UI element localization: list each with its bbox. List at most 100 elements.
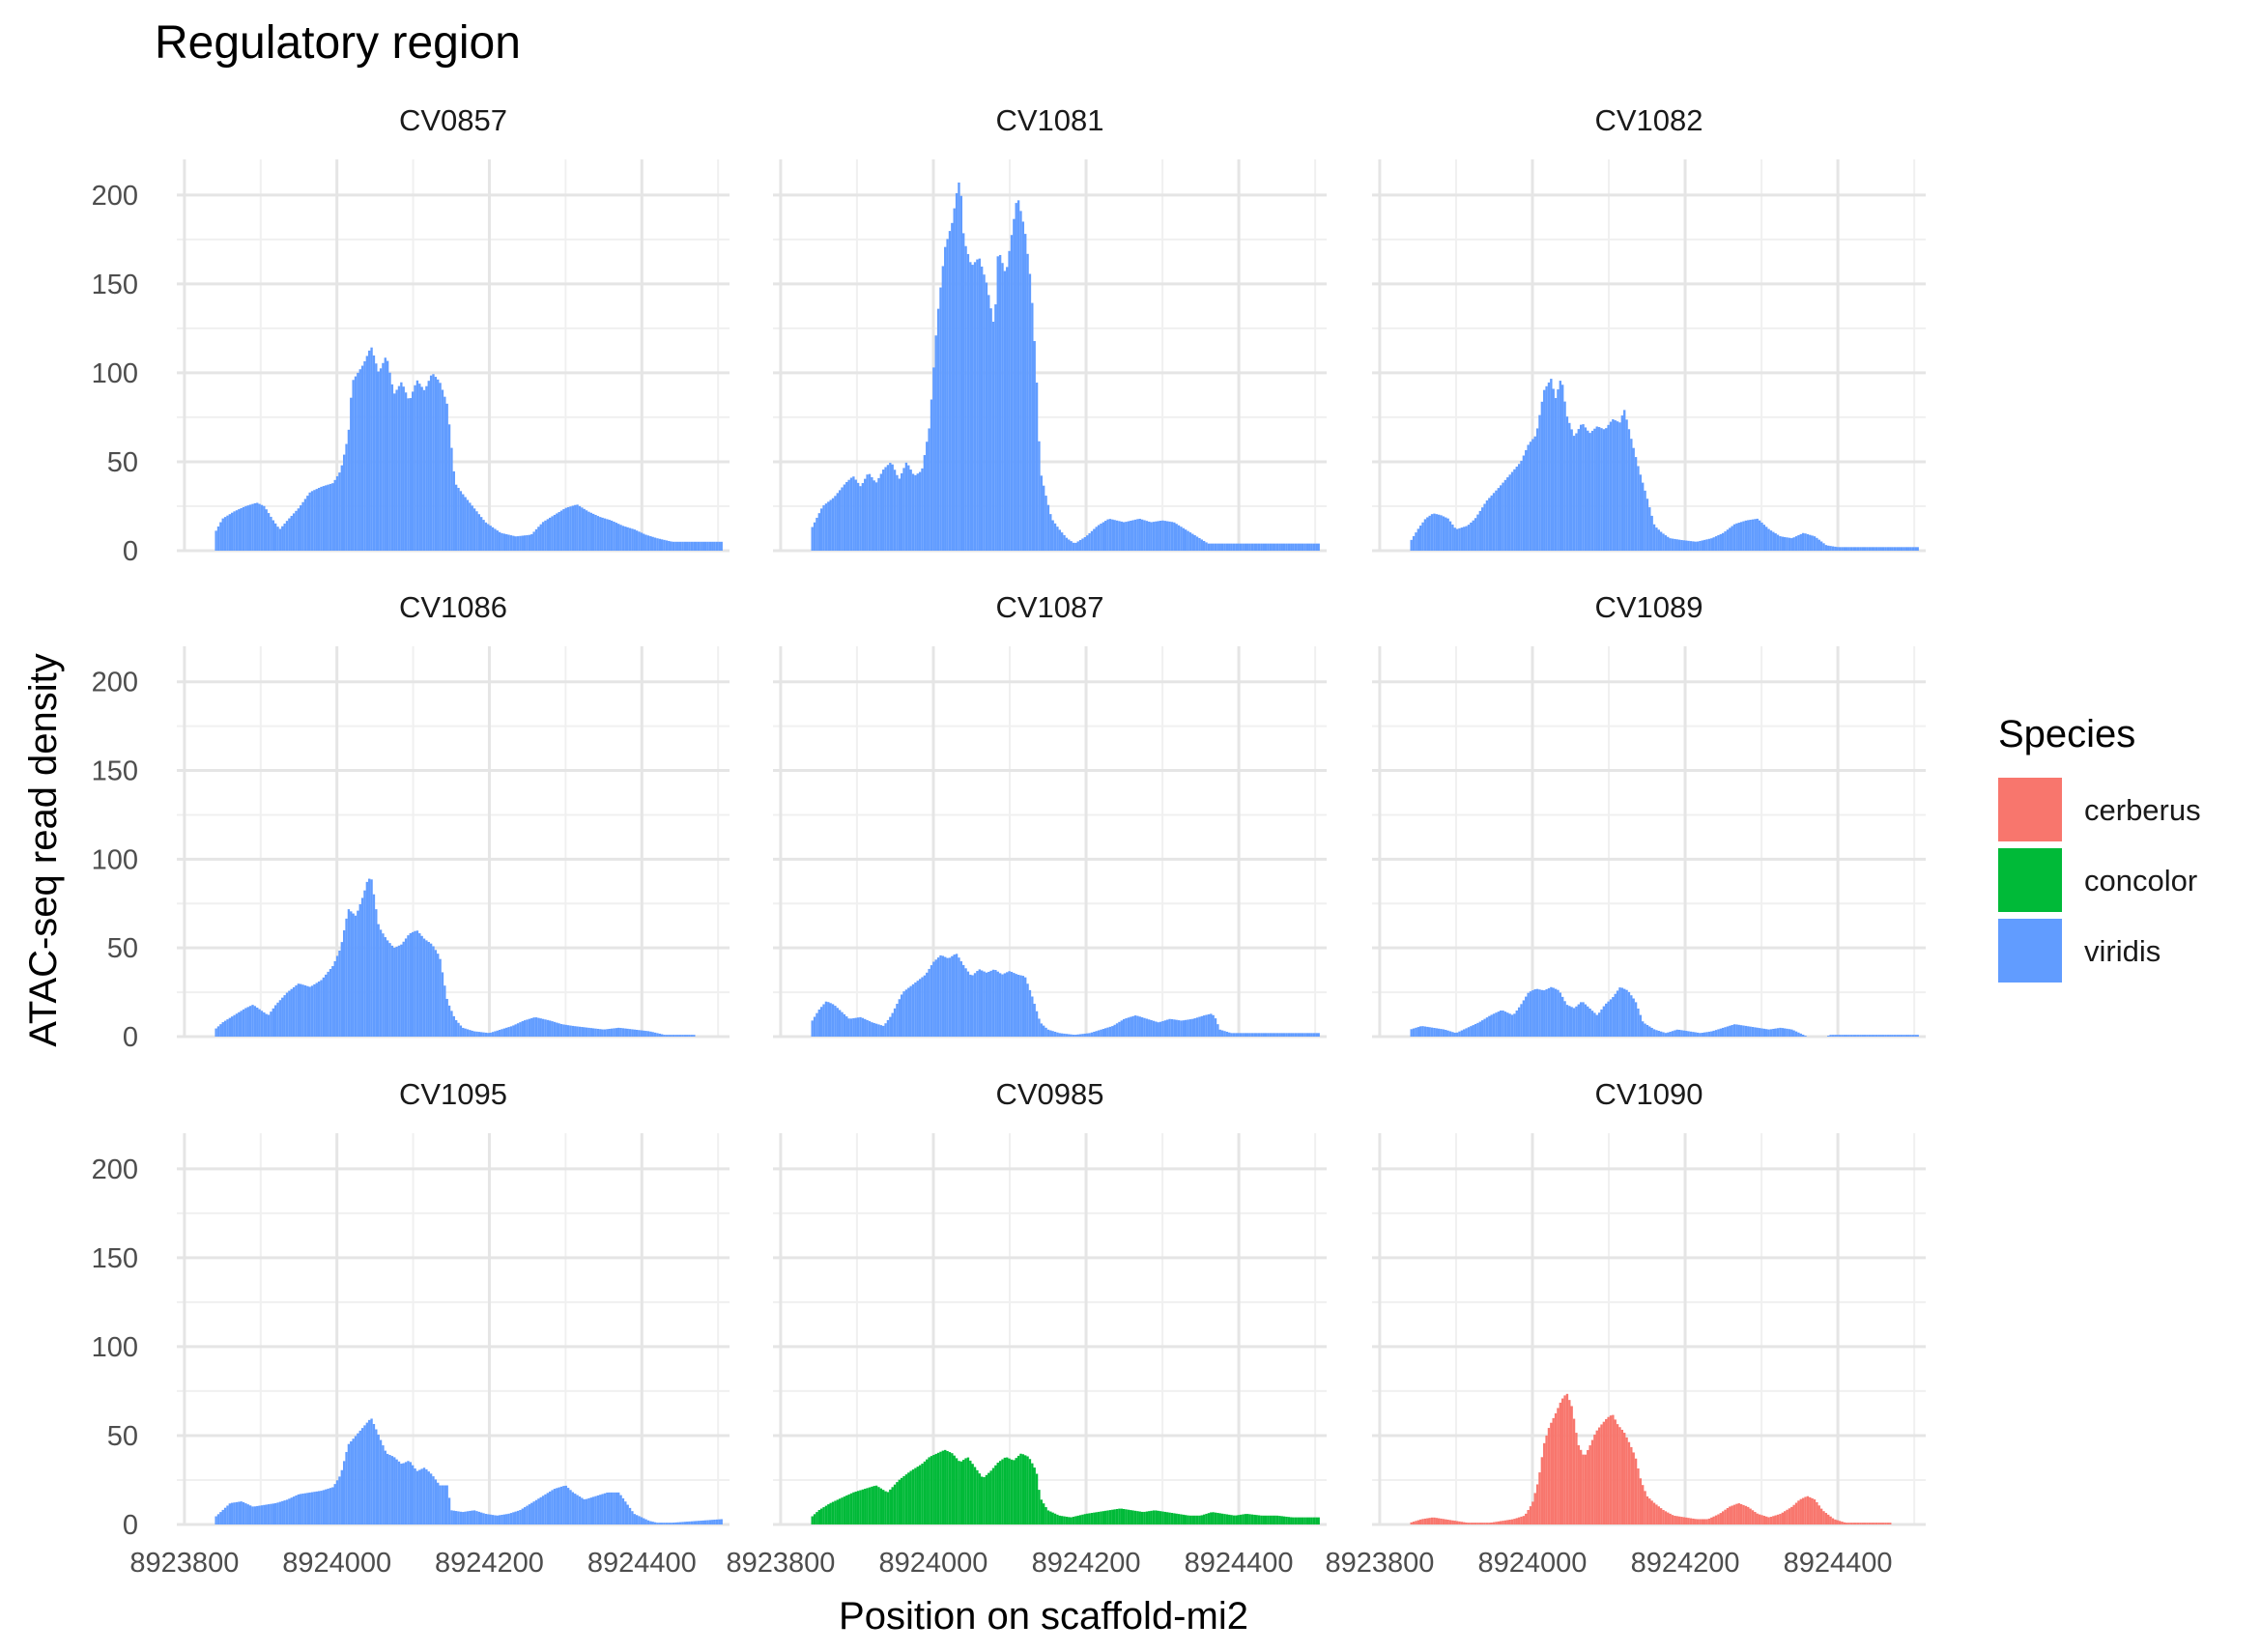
density-bar <box>352 380 355 551</box>
density-bar <box>923 1461 927 1524</box>
density-bar <box>1838 1521 1842 1524</box>
density-bar <box>1412 535 1416 551</box>
density-bar <box>1577 429 1580 551</box>
density-bar <box>462 1512 465 1524</box>
density-bar <box>1115 1508 1119 1524</box>
density-bar <box>475 1031 478 1037</box>
density-bar <box>1614 1419 1617 1524</box>
x-tick-label: 8923800 <box>1325 1548 1434 1579</box>
density-bar <box>1547 987 1551 1037</box>
density-bar <box>1607 424 1610 551</box>
density-bar <box>273 523 277 551</box>
density-bar <box>1559 381 1562 551</box>
density-bar <box>1076 1034 1079 1037</box>
density-bar <box>1907 1035 1910 1037</box>
facet-label: CV0985 <box>995 1077 1103 1111</box>
density-bar <box>1467 525 1471 551</box>
density-bar <box>551 1021 554 1037</box>
density-bar <box>553 1021 557 1037</box>
density-bar <box>1797 534 1800 551</box>
density-bar <box>322 1490 326 1524</box>
density-bar <box>1076 541 1079 551</box>
density-bar <box>1207 543 1211 551</box>
density-bar <box>1451 1520 1454 1524</box>
density-bar <box>368 878 371 1037</box>
density-bar <box>1472 520 1474 551</box>
density-bar <box>1474 1023 1477 1037</box>
density-bar <box>223 1507 227 1524</box>
density-bar <box>1760 1515 1763 1524</box>
density-bar <box>1667 1032 1670 1037</box>
density-bar <box>1244 1033 1247 1037</box>
density-bar <box>1843 1035 1846 1037</box>
density-bar <box>512 535 515 551</box>
density-bar <box>1533 436 1536 551</box>
density-bar <box>1616 421 1619 551</box>
density-bar <box>437 954 440 1037</box>
density-bar <box>911 983 915 1037</box>
density-bar <box>1239 1514 1243 1524</box>
density-bar <box>838 1010 842 1037</box>
density-bar <box>521 535 524 551</box>
density-bar <box>898 999 901 1037</box>
density-bar <box>868 473 872 551</box>
density-bar <box>813 1016 816 1037</box>
density-bar <box>480 1032 483 1037</box>
density-bar <box>1703 539 1706 551</box>
density-bar <box>1248 1033 1251 1037</box>
density-bar <box>998 254 1002 551</box>
density-bar <box>1437 1518 1441 1524</box>
density-bar <box>1045 1507 1047 1524</box>
density-bar <box>1916 547 1919 551</box>
density-bar <box>1127 1509 1130 1524</box>
density-bar <box>980 1476 984 1524</box>
density-bar <box>583 1027 586 1037</box>
density-bar <box>1232 1033 1236 1037</box>
density-bar <box>379 368 383 551</box>
density-bar <box>1829 1516 1832 1524</box>
density-bar <box>370 347 373 551</box>
density-bar <box>884 1491 887 1524</box>
density-bar <box>1177 1514 1181 1524</box>
density-bar <box>829 1502 832 1524</box>
x-tick-label: 8924000 <box>879 1548 988 1579</box>
density-bar <box>585 1027 588 1037</box>
density-bar <box>1662 533 1665 551</box>
density-bar <box>1127 521 1130 551</box>
density-bar <box>1053 1031 1057 1037</box>
density-bar <box>1531 990 1534 1037</box>
density-bar <box>566 506 570 551</box>
density-bar <box>1120 521 1123 551</box>
density-bar <box>1150 1019 1153 1037</box>
density-bar <box>1312 543 1316 551</box>
density-bar <box>994 970 997 1037</box>
density-bar <box>494 1031 497 1037</box>
density-bar <box>1579 1449 1583 1524</box>
density-bar <box>1776 1514 1780 1524</box>
density-bar <box>1035 383 1039 551</box>
density-bar <box>331 966 334 1037</box>
density-bar <box>1637 1008 1640 1037</box>
facet-label: CV1095 <box>399 1077 507 1111</box>
density-bar <box>635 1515 639 1524</box>
density-bar <box>1133 1510 1137 1524</box>
density-bar <box>1488 1523 1491 1524</box>
density-bar <box>475 1511 478 1524</box>
density-bar <box>1104 1028 1107 1037</box>
density-bar <box>1540 989 1544 1037</box>
density-bar <box>496 530 499 551</box>
density-bar <box>1696 1519 1700 1524</box>
density-bar <box>434 1479 438 1524</box>
density-bar <box>829 499 832 551</box>
density-bar <box>676 541 679 551</box>
density-bar <box>998 1461 1002 1524</box>
density-bar <box>295 510 298 551</box>
density-bar <box>1442 1029 1445 1037</box>
density-bar <box>985 1474 988 1524</box>
density-bar <box>841 1497 844 1524</box>
density-bar <box>628 527 632 551</box>
density-bar <box>1083 537 1087 551</box>
density-bar <box>345 918 348 1037</box>
density-bar <box>1016 975 1020 1037</box>
density-bar <box>930 1456 933 1524</box>
